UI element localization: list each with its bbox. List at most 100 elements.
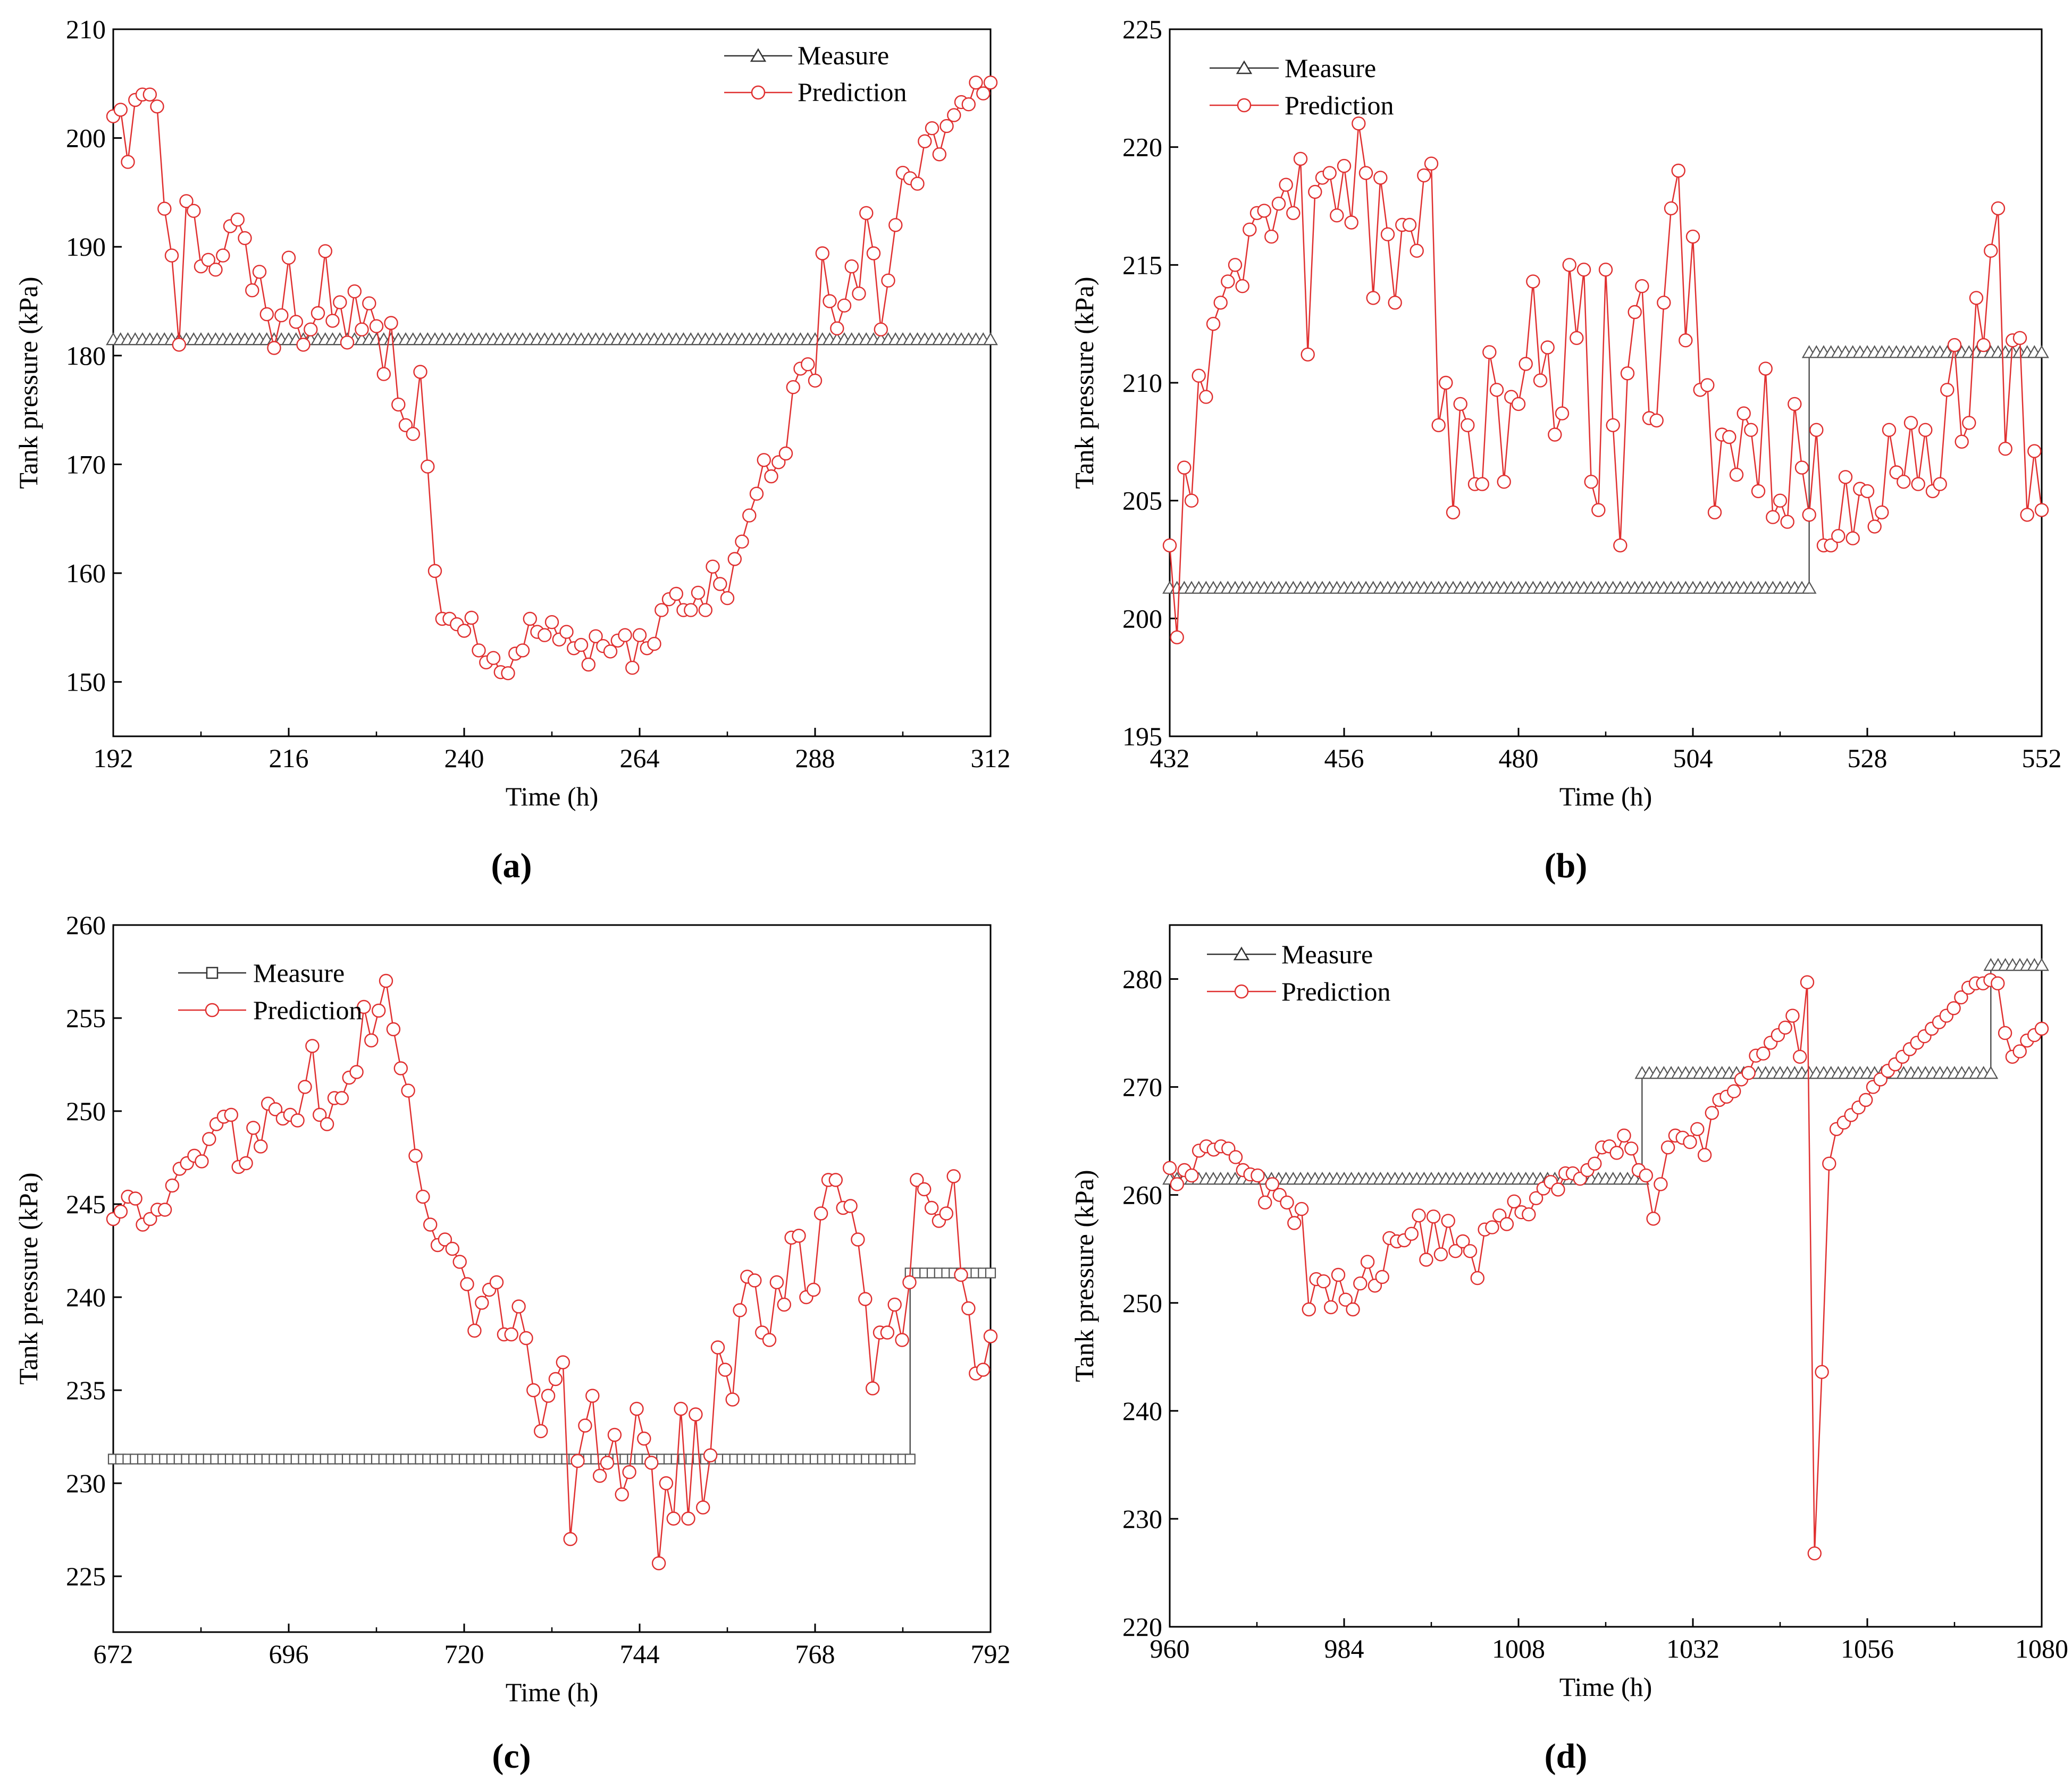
- x-tick-label: 768: [795, 1639, 835, 1669]
- prediction-series: [106, 973, 998, 1570]
- prediction-point: [684, 603, 698, 617]
- prediction-point: [1773, 493, 1788, 508]
- legend: Measure Prediction: [1210, 53, 1394, 120]
- prediction-point: [1235, 279, 1249, 293]
- x-tick-label: 480: [1499, 743, 1539, 773]
- prediction-point: [1448, 1244, 1463, 1258]
- prediction-point: [1511, 397, 1526, 411]
- prediction-point: [1507, 1194, 1521, 1209]
- prediction-point: [1700, 378, 1715, 392]
- prediction-point: [1690, 1122, 1705, 1137]
- prediction-point: [238, 231, 252, 246]
- measure-series: [1162, 345, 2049, 594]
- prediction-point: [1809, 423, 1824, 437]
- prediction-point: [1664, 201, 1679, 216]
- prediction-point: [1984, 243, 1998, 258]
- y-tick-label: 160: [66, 558, 106, 588]
- prediction-point: [735, 534, 749, 549]
- prediction-point: [1792, 1049, 1807, 1064]
- prediction-point: [1264, 229, 1279, 244]
- prediction-point: [1279, 178, 1293, 192]
- prediction-point: [556, 1355, 571, 1369]
- prediction-point: [386, 1022, 401, 1037]
- prediction-point: [630, 1401, 644, 1416]
- prediction-point: [1751, 484, 1766, 499]
- prediction-point: [1419, 1253, 1433, 1267]
- y-tick-label: 195: [1122, 721, 1162, 751]
- prediction-point: [318, 244, 332, 258]
- prediction-point: [1461, 418, 1475, 432]
- prediction-point: [1660, 1140, 1675, 1155]
- prediction-point: [201, 253, 215, 267]
- prediction-point: [208, 263, 223, 277]
- prediction-point: [121, 155, 135, 169]
- prediction-point: [910, 1173, 924, 1187]
- prediction-point: [659, 1476, 674, 1491]
- prediction-point: [172, 338, 186, 352]
- prediction-point: [523, 611, 537, 626]
- prediction-point: [651, 1556, 666, 1570]
- axis-ticks: 960 984 1008 1032 1056 1080 220 230 240 250 260 270…: [1122, 964, 2068, 1663]
- prediction-point: [165, 1178, 180, 1193]
- prediction-point: [1431, 418, 1446, 432]
- prediction-point: [333, 295, 347, 309]
- prediction-point: [1316, 1274, 1331, 1289]
- prediction-point: [1947, 338, 1962, 352]
- prediction-point: [1519, 357, 1533, 371]
- prediction-point: [1609, 1146, 1624, 1160]
- prediction-point: [379, 973, 393, 988]
- prediction-point: [961, 97, 976, 112]
- prediction-point: [600, 1456, 615, 1470]
- prediction-point: [534, 1424, 548, 1439]
- prediction-point: [1522, 1207, 1536, 1222]
- x-tick-label: 552: [2022, 743, 2062, 773]
- prediction-line: [113, 81, 992, 674]
- prediction-point: [1705, 1106, 1719, 1120]
- prediction-point: [1184, 493, 1199, 508]
- prediction-point: [421, 459, 435, 474]
- panel-label: (d): [1545, 1737, 1588, 1776]
- prediction-point: [1570, 331, 1584, 345]
- measure-marker: [904, 1453, 916, 1465]
- prediction-point: [1722, 430, 1737, 444]
- x-tick-label: 456: [1324, 743, 1364, 773]
- prediction-point: [113, 103, 128, 117]
- y-tick-label: 260: [66, 910, 106, 940]
- prediction-point: [764, 469, 778, 484]
- prediction-point: [947, 108, 961, 122]
- x-tick-label: 696: [269, 1639, 309, 1669]
- prediction-point: [296, 338, 311, 352]
- y-axis-label: Tank pressure (kPa): [1069, 1170, 1099, 1382]
- prediction-line: [113, 980, 992, 1564]
- prediction-point: [655, 603, 669, 617]
- y-tick-label: 225: [1122, 14, 1162, 44]
- prediction-point: [320, 1117, 334, 1131]
- prediction-point: [589, 629, 603, 644]
- prediction-point: [1265, 1177, 1280, 1191]
- prediction-point: [202, 1132, 216, 1146]
- prediction-point: [2020, 508, 2034, 522]
- prediction-point: [1404, 1226, 1419, 1241]
- prediction-point: [1162, 538, 1177, 553]
- prediction-point: [1576, 263, 1591, 277]
- prediction-point: [325, 314, 340, 328]
- prediction-point: [452, 1255, 467, 1269]
- prediction-point: [806, 1282, 821, 1297]
- prediction-point: [304, 322, 318, 337]
- prediction-point: [1729, 467, 1744, 482]
- prediction-point: [541, 1389, 556, 1403]
- prediction-point: [1446, 505, 1461, 519]
- prediction-point: [195, 1154, 209, 1169]
- prediction-point: [1628, 305, 1642, 320]
- prediction-point: [1280, 1195, 1294, 1210]
- prediction-point: [252, 265, 267, 279]
- prediction-point: [340, 335, 355, 350]
- prediction-point: [625, 660, 640, 675]
- prediction-point: [1485, 1220, 1499, 1234]
- y-tick-label: 240: [1122, 1396, 1162, 1426]
- prediction-point: [837, 298, 852, 313]
- prediction-point: [2027, 444, 2042, 458]
- y-tick-label: 190: [66, 232, 106, 262]
- axis-ticks: 432 456 480 504 528 552 195 200 205 210 215 220 225: [1122, 14, 2062, 773]
- prediction-point: [142, 87, 157, 102]
